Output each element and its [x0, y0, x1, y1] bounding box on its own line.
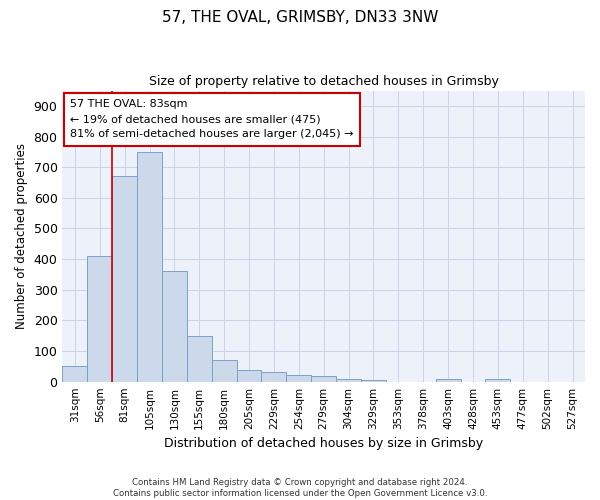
Bar [485, 379, 511, 382]
Bar [88, 256, 112, 382]
Bar [286, 375, 311, 382]
Bar [336, 379, 361, 382]
Bar [112, 176, 137, 382]
Bar [436, 379, 461, 382]
Bar [162, 272, 187, 382]
Text: 57 THE OVAL: 83sqm
← 19% of detached houses are smaller (475)
81% of semi-detach: 57 THE OVAL: 83sqm ← 19% of detached hou… [70, 100, 354, 139]
Bar [212, 360, 236, 382]
Bar [262, 372, 286, 382]
Bar [361, 380, 386, 382]
Bar [311, 376, 336, 382]
Bar [187, 336, 212, 382]
Title: Size of property relative to detached houses in Grimsby: Size of property relative to detached ho… [149, 75, 499, 88]
Text: Contains HM Land Registry data © Crown copyright and database right 2024.
Contai: Contains HM Land Registry data © Crown c… [113, 478, 487, 498]
Bar [137, 152, 162, 382]
Bar [236, 370, 262, 382]
X-axis label: Distribution of detached houses by size in Grimsby: Distribution of detached houses by size … [164, 437, 483, 450]
Bar [62, 366, 88, 382]
Text: 57, THE OVAL, GRIMSBY, DN33 3NW: 57, THE OVAL, GRIMSBY, DN33 3NW [162, 10, 438, 25]
Y-axis label: Number of detached properties: Number of detached properties [15, 143, 28, 329]
